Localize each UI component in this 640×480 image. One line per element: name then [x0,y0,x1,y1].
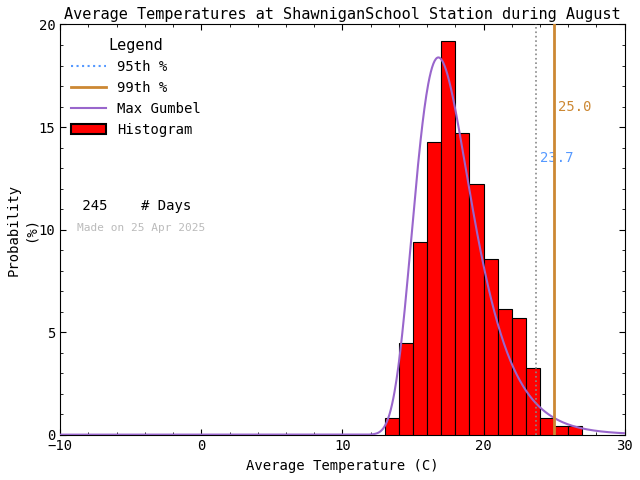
Title: Average Temperatures at ShawniganSchool Station during August: Average Temperatures at ShawniganSchool … [64,7,621,22]
Y-axis label: Probability
(%): Probability (%) [7,183,37,276]
Bar [540,418,554,434]
Bar [568,426,582,434]
Bar [512,318,526,434]
Bar [469,184,484,434]
Bar [413,242,427,434]
Bar [554,426,568,434]
Bar [455,133,469,434]
Text: 25.0: 25.0 [558,99,592,114]
Text: 23.7: 23.7 [540,151,573,165]
Text: 245    # Days: 245 # Days [74,199,191,213]
X-axis label: Average Temperature (C): Average Temperature (C) [246,459,439,473]
Legend: 95th %, 99th %, Max Gumbel, Histogram: 95th %, 99th %, Max Gumbel, Histogram [66,33,207,143]
Bar [526,368,540,434]
Bar [385,418,399,434]
Text: Made on 25 Apr 2025: Made on 25 Apr 2025 [77,223,205,233]
Bar [441,41,455,434]
Bar [498,309,512,434]
Bar [484,259,498,434]
Bar [399,343,413,434]
Bar [427,142,441,434]
